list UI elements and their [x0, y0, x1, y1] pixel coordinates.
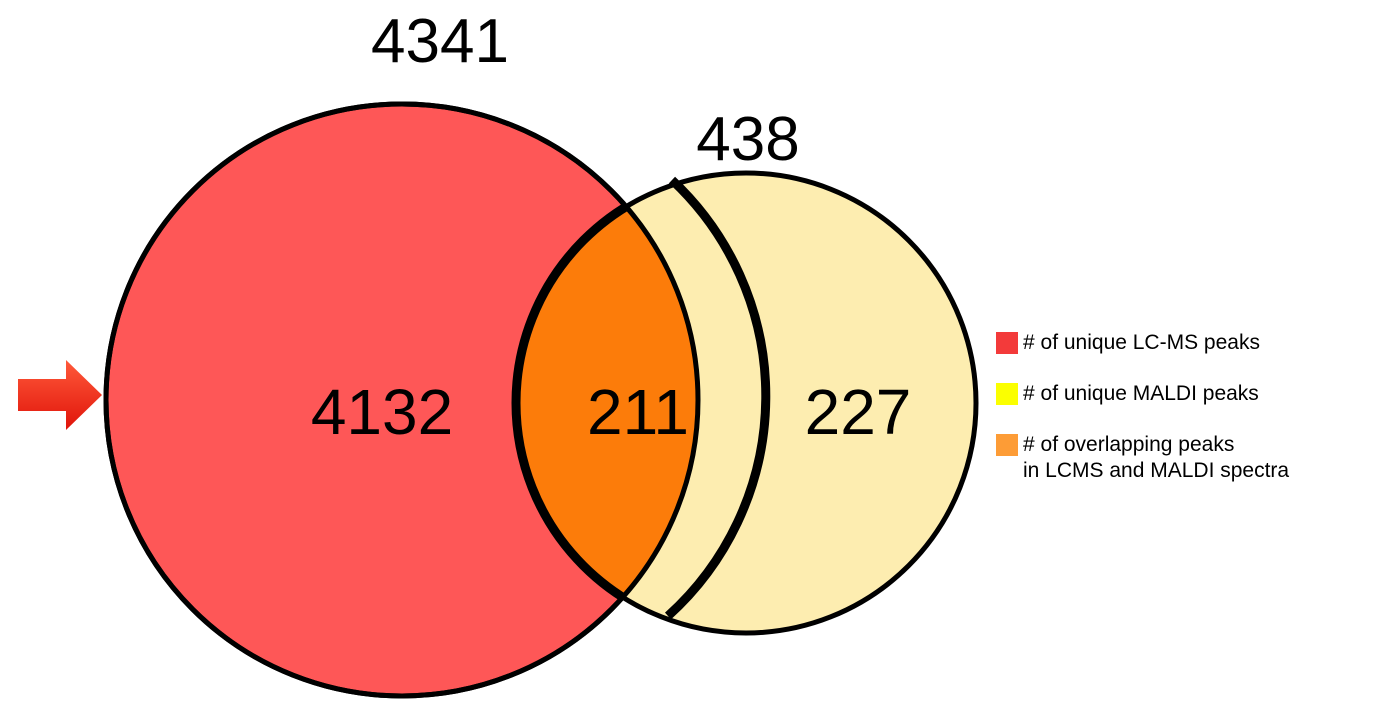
lcms-circle-outline: [103, 101, 701, 699]
legend-item-maldi: # of unique MALDI peaks: [996, 381, 1371, 407]
legend-swatch-overlap: [996, 434, 1018, 456]
legend-label-overlap-line2: in LCMS and MALDI spectra: [1023, 459, 1290, 482]
arrow-icon: [18, 360, 102, 430]
overlap-count: 211: [587, 376, 689, 448]
legend-label-overlap: # of overlapping peaks: [1023, 433, 1235, 456]
total-right-label: 438: [696, 105, 799, 174]
overlap-region: [516, 173, 698, 633]
legend-label-lcms: # of unique LC-MS peaks: [1023, 331, 1260, 354]
unique-maldi-count: 227: [805, 376, 912, 448]
overlap-border-left: [664, 176, 771, 620]
overlap-border-right: [511, 168, 698, 638]
legend-swatch-maldi: [996, 383, 1018, 405]
legend-item-lcms: # of unique LC-MS peaks: [996, 330, 1371, 356]
legend: # of unique LC-MS peaks # of unique MALD…: [996, 330, 1371, 484]
unique-lcms-count: 4132: [311, 376, 453, 448]
total-left-label: 4341: [371, 7, 509, 76]
legend-swatch-lcms: [996, 332, 1018, 354]
legend-label-maldi: # of unique MALDI peaks: [1023, 382, 1259, 405]
legend-item-overlap: # of overlapping peaks in LCMS and MALDI…: [996, 432, 1371, 484]
